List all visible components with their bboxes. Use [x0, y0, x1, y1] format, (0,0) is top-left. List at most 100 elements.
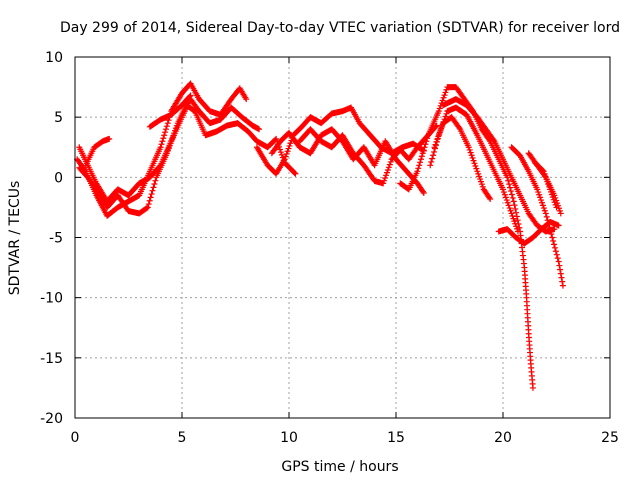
- data-point: [556, 262, 563, 269]
- chart-title: Day 299 of 2014, Sidereal Day-to-day VTE…: [60, 20, 620, 36]
- data-point: [420, 189, 427, 196]
- data-point: [468, 152, 475, 159]
- data-point: [384, 166, 391, 173]
- series-track-14: [508, 144, 566, 289]
- data-point: [513, 209, 520, 216]
- data-point: [439, 122, 446, 129]
- data-point: [510, 198, 517, 205]
- data-point: [505, 202, 512, 209]
- data-point: [148, 191, 155, 198]
- data-point: [534, 186, 541, 193]
- data-point: [162, 129, 169, 136]
- data-point: [385, 164, 392, 171]
- data-point: [507, 207, 514, 214]
- data-point: [386, 161, 393, 168]
- data-point: [186, 93, 193, 100]
- data-point: [557, 266, 564, 273]
- series-track-1: [74, 80, 250, 219]
- data-point: [559, 282, 566, 289]
- data-point: [544, 217, 551, 224]
- axis-ticks: 0 5 10 15 20 25 -20 -15 -10 -5 0 5 10: [40, 50, 619, 446]
- series-track-16: [532, 159, 560, 211]
- data-point: [486, 194, 493, 201]
- data-point: [436, 130, 443, 137]
- series-track-8: [296, 122, 440, 187]
- data-point: [490, 136, 497, 143]
- data-point: [506, 181, 513, 188]
- data-point: [433, 138, 440, 145]
- data-point: [442, 89, 449, 96]
- data-point: [539, 202, 546, 209]
- data-point: [436, 105, 443, 112]
- x-tick-label: 0: [71, 430, 80, 446]
- data-point: [164, 120, 171, 127]
- data-point: [161, 132, 168, 139]
- y-tick-label: -10: [40, 291, 63, 307]
- data-point: [187, 92, 194, 99]
- x-tick-label: 15: [387, 430, 405, 446]
- data-point: [281, 156, 288, 163]
- data-point: [419, 150, 426, 157]
- data-point: [277, 149, 284, 156]
- data-point: [512, 205, 519, 212]
- data-point: [383, 172, 390, 179]
- data-point: [106, 135, 113, 142]
- data-point: [539, 167, 546, 174]
- data-point: [542, 210, 549, 217]
- data-point: [421, 144, 428, 151]
- data-point: [502, 194, 509, 201]
- data-point: [546, 224, 553, 231]
- data-point: [276, 146, 283, 153]
- data-point: [285, 145, 292, 152]
- data-point: [548, 231, 555, 238]
- data-point: [273, 135, 280, 142]
- data-point: [557, 210, 564, 217]
- data-point: [387, 158, 394, 165]
- series-track-5: [146, 92, 194, 130]
- data-point: [456, 124, 463, 131]
- data-point: [382, 175, 389, 182]
- data-point: [282, 153, 289, 160]
- data-point: [287, 140, 294, 147]
- data-point: [162, 126, 169, 133]
- data-point: [243, 96, 250, 103]
- data-point: [529, 384, 536, 391]
- data-point: [429, 155, 436, 162]
- data-point: [417, 156, 424, 163]
- y-tick-label: -5: [49, 231, 63, 247]
- y-axis-label: SDTVAR / TECUs: [7, 181, 23, 296]
- data-point: [552, 248, 559, 255]
- data-point: [557, 270, 564, 277]
- data-point: [151, 181, 158, 188]
- data-point: [509, 194, 516, 201]
- data-point: [504, 199, 511, 206]
- data-point: [535, 189, 542, 196]
- data-point: [472, 162, 479, 169]
- data-point: [487, 195, 494, 202]
- data-point: [291, 169, 298, 176]
- data-point: [158, 141, 165, 148]
- data-point: [143, 205, 150, 212]
- data-point: [159, 138, 166, 145]
- data-point: [383, 169, 390, 176]
- data-point: [415, 165, 422, 172]
- data-point: [536, 191, 543, 198]
- data-point: [278, 151, 285, 158]
- data-point: [500, 186, 506, 193]
- data-point: [284, 148, 291, 155]
- data-point: [550, 237, 557, 244]
- data-point: [256, 126, 263, 133]
- data-point: [416, 162, 423, 169]
- series-track-10: [427, 104, 521, 235]
- data-point: [147, 194, 154, 201]
- data-point: [559, 278, 566, 285]
- data-point: [500, 189, 507, 196]
- data-point: [422, 141, 429, 148]
- data-point: [465, 144, 472, 151]
- data-point: [543, 213, 550, 220]
- data-point: [414, 168, 421, 175]
- data-point: [551, 244, 558, 251]
- data-point: [473, 165, 480, 172]
- data-point: [555, 222, 562, 229]
